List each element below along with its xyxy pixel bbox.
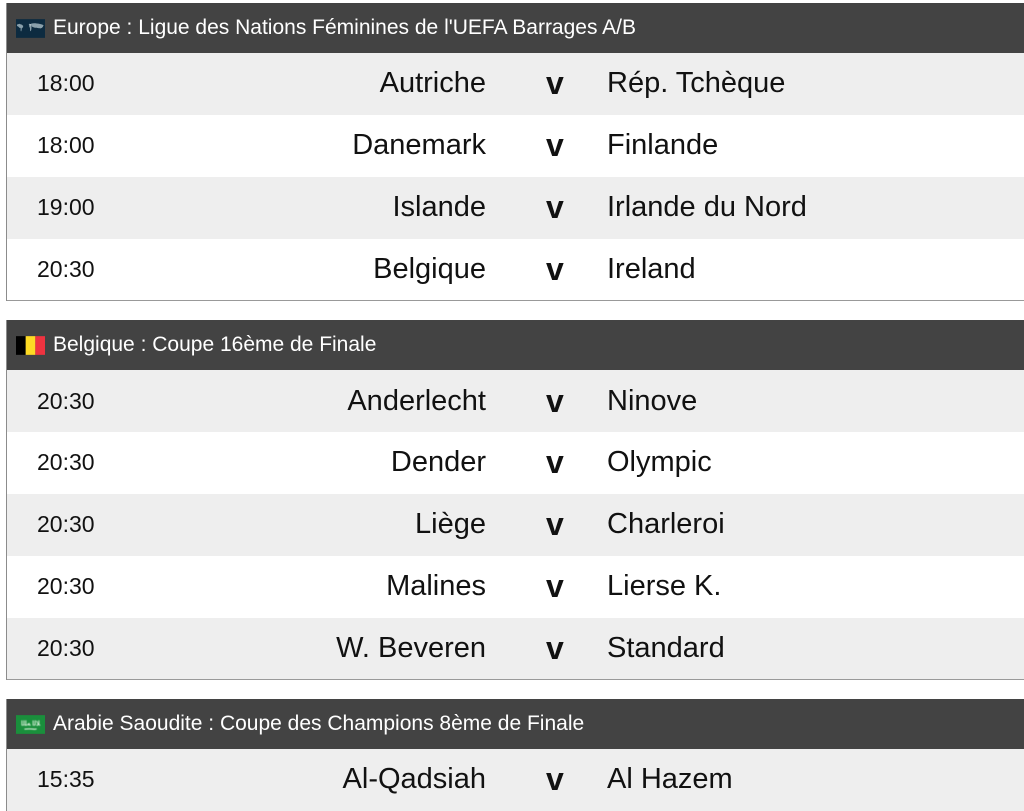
- svg-text:ﻼﻟﺍ ﻪﻠﻟﺍ: ﻼﻟﺍ ﻪﻠﻟﺍ: [21, 719, 41, 727]
